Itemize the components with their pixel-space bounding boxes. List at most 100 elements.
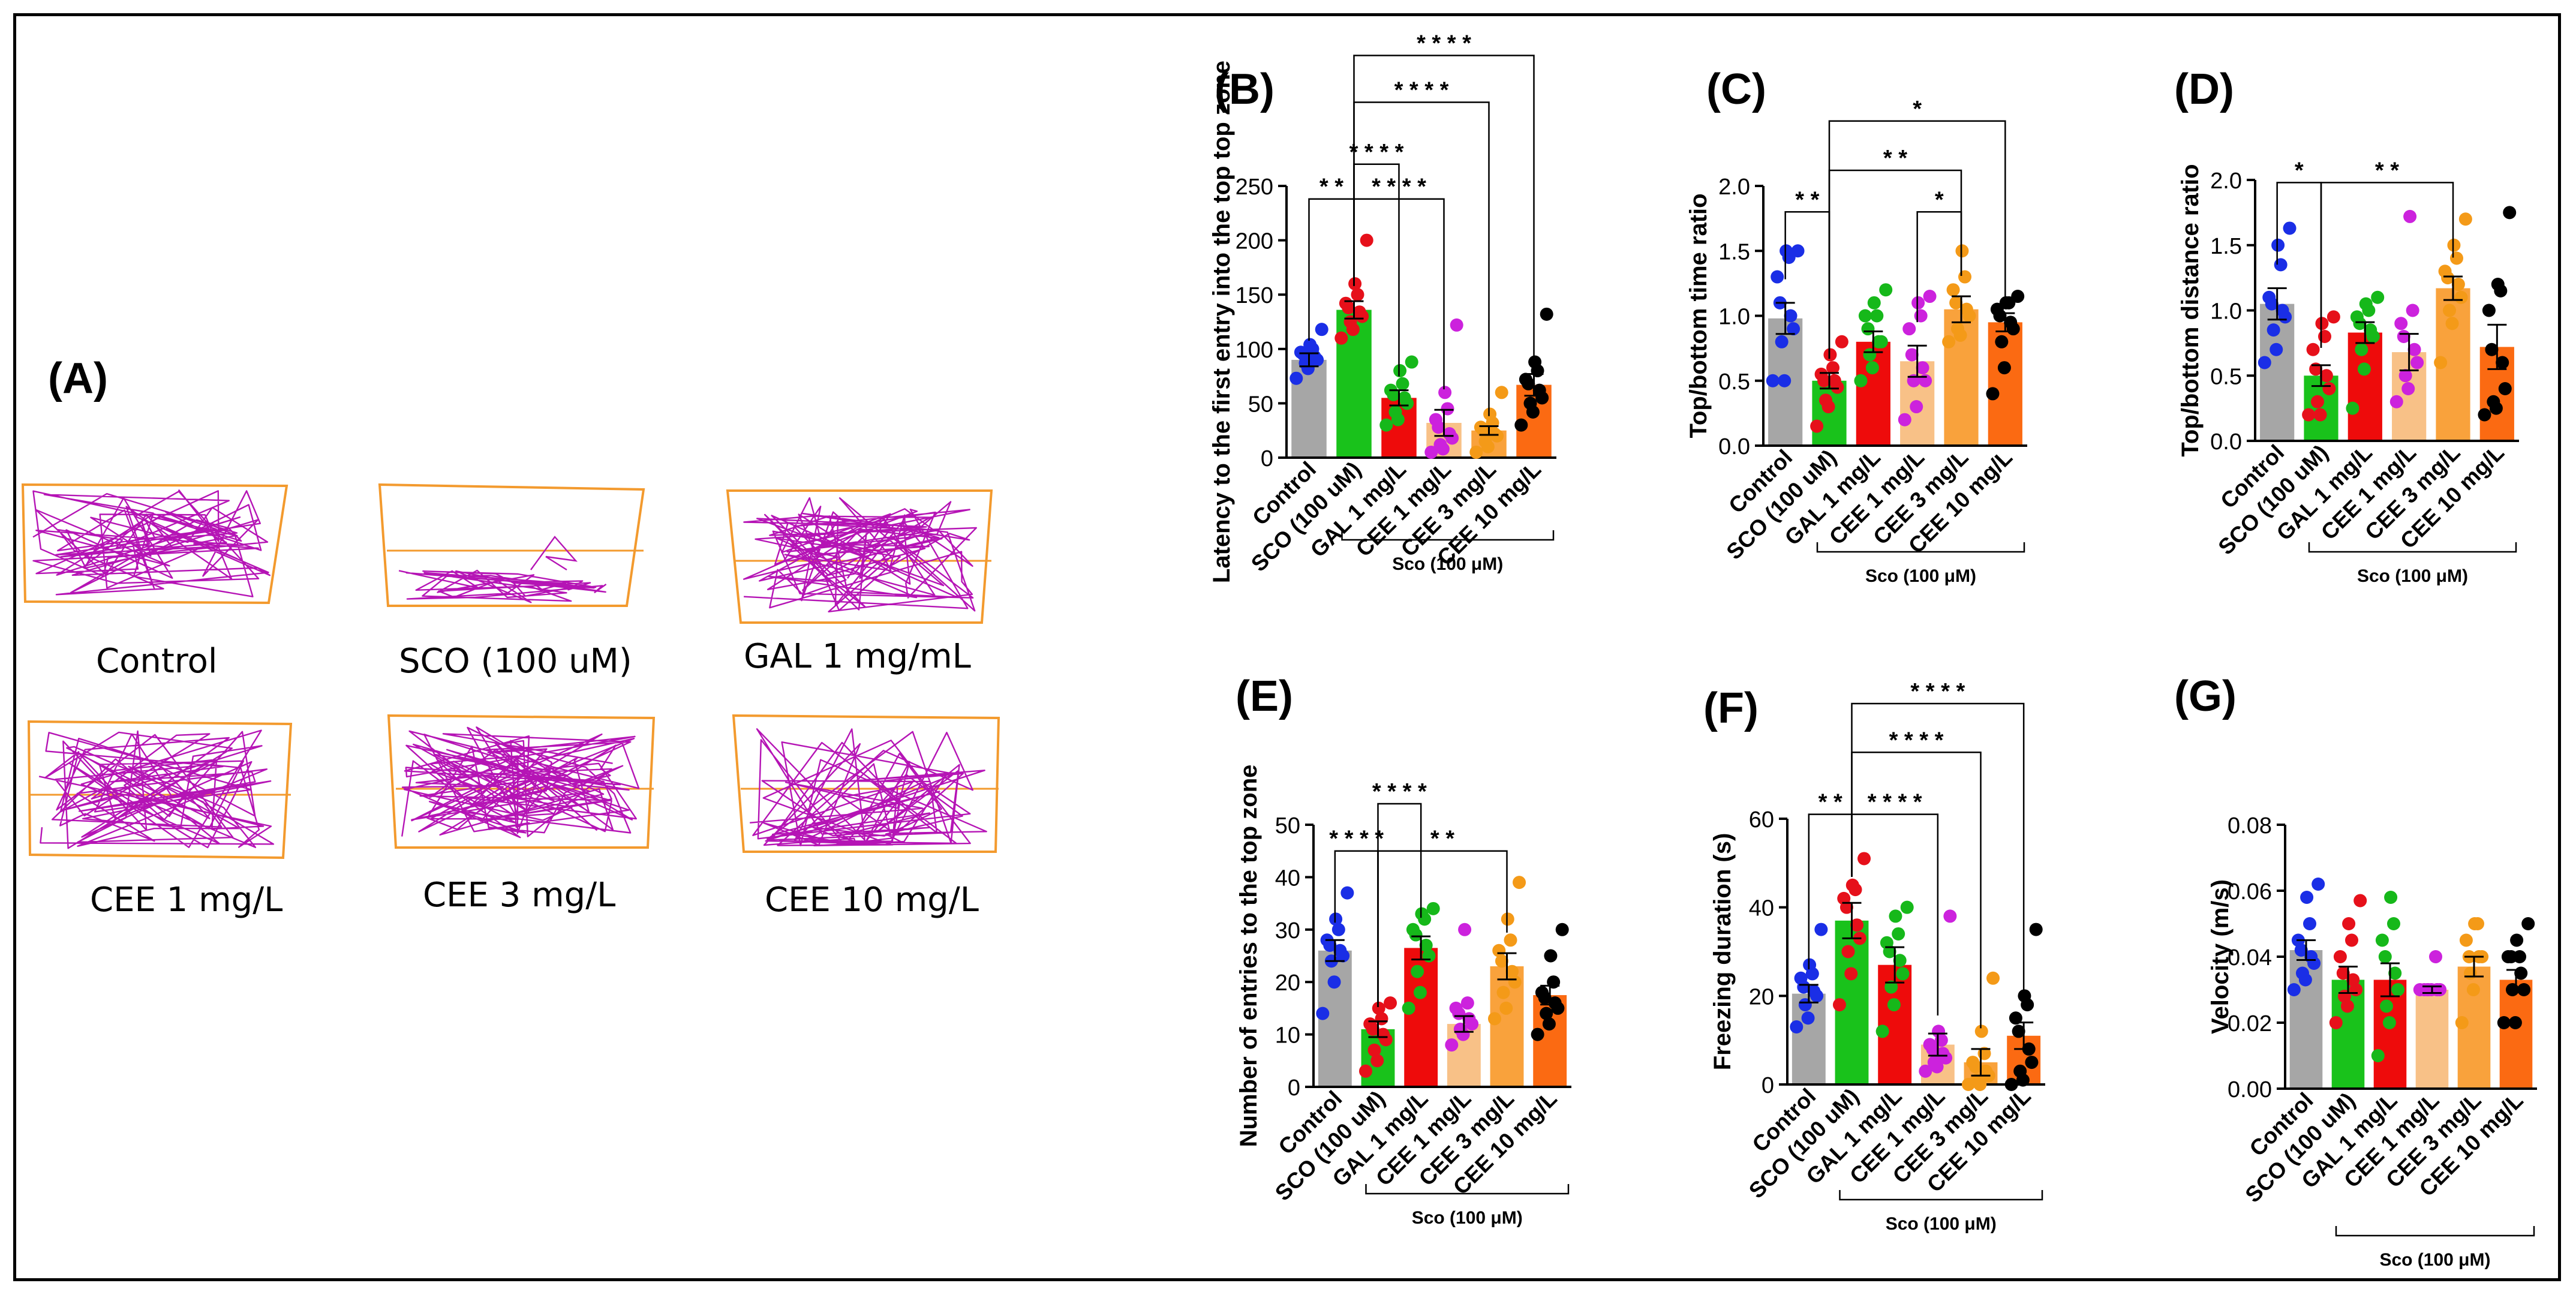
panel-f-label: (F) — [1703, 684, 1759, 732]
data-point — [1315, 323, 1328, 336]
y-tick-label: 0.0 — [1718, 434, 1750, 459]
data-point — [2398, 369, 2412, 383]
significance-label: * * * * — [1349, 140, 1404, 165]
data-point — [1542, 1017, 1556, 1031]
data-point — [1841, 945, 1855, 959]
data-point — [1827, 374, 1841, 387]
data-point — [2312, 878, 2325, 891]
data-point — [2350, 310, 2364, 324]
data-point — [2271, 238, 2285, 252]
data-point — [2388, 966, 2402, 980]
data-point — [2510, 933, 2524, 947]
data-point — [2447, 238, 2461, 252]
data-point — [2258, 356, 2271, 369]
data-point — [2315, 317, 2329, 330]
data-point — [1379, 418, 1393, 432]
data-point — [2355, 342, 2368, 356]
y-tick-label: 1.0 — [1718, 305, 1750, 330]
data-point — [1433, 438, 1447, 452]
data-point — [1548, 996, 1562, 1010]
data-point — [2466, 983, 2480, 996]
track-label-cee1: CEE 1 mg/L — [90, 881, 283, 920]
data-point — [1460, 996, 1474, 1010]
data-point — [1780, 244, 1793, 258]
data-point — [2443, 304, 2456, 317]
data-point — [2311, 395, 2324, 408]
data-point — [1902, 322, 1916, 336]
group-bracket — [2335, 1226, 2535, 1237]
group-label: Sco (100 μM) — [2379, 1250, 2490, 1270]
data-point — [1889, 909, 1902, 923]
data-point — [1870, 309, 1884, 323]
swim-path — [38, 729, 275, 849]
data-point — [2455, 1016, 2469, 1029]
swim-path — [750, 728, 987, 846]
group-label: Sco (100 μM) — [2357, 566, 2468, 586]
data-point — [1832, 998, 1846, 1012]
y-tick-label: 1.5 — [1718, 239, 1750, 265]
data-point — [1850, 918, 1864, 932]
bar-control — [2260, 304, 2295, 441]
data-point — [1514, 418, 1528, 432]
data-point — [1495, 386, 1508, 399]
data-point — [2521, 917, 2535, 930]
data-point — [2326, 310, 2340, 324]
data-point — [2333, 950, 2347, 963]
data-point — [2322, 382, 2336, 395]
data-point — [1360, 233, 1373, 247]
data-point — [1932, 1024, 1946, 1038]
data-point — [2498, 382, 2512, 395]
data-point — [1478, 434, 1492, 448]
data-point — [1348, 277, 1362, 291]
data-point — [1810, 419, 1824, 433]
data-point — [2508, 1016, 2522, 1029]
group-label: Sco (100 μM) — [1412, 1208, 1523, 1228]
data-point — [2353, 894, 2367, 908]
data-point — [1946, 283, 1960, 297]
y-tick-label: 250 — [1236, 175, 1273, 200]
data-point — [2394, 317, 2408, 330]
y-tick-label: 50 — [1248, 392, 1273, 417]
data-point — [1784, 309, 1798, 323]
data-point — [2485, 342, 2499, 356]
data-point — [2503, 206, 2517, 220]
significance-bracket — [1851, 702, 2025, 1002]
data-point — [1449, 1001, 1463, 1015]
data-point — [1872, 335, 1886, 348]
significance-label: * * * * — [1372, 175, 1426, 200]
data-point — [1943, 909, 1957, 923]
data-point — [1532, 383, 1546, 397]
data-point — [1544, 949, 1558, 963]
y-tick-label: 0.5 — [2210, 364, 2242, 389]
data-point — [2346, 401, 2359, 415]
data-point — [1854, 374, 1868, 387]
significance-label: * — [1913, 97, 1922, 122]
significance-label: * — [2295, 158, 2304, 183]
data-point — [1826, 361, 1839, 375]
data-point — [1893, 954, 1907, 968]
data-point — [1438, 386, 1452, 399]
data-point — [2329, 1016, 2343, 1029]
data-point — [1540, 1006, 1553, 1020]
significance-label: * * * * — [1889, 728, 1944, 753]
track-cee1 — [27, 720, 293, 860]
data-point — [1453, 1022, 1467, 1036]
significance-label: * * — [1818, 790, 1842, 815]
data-point — [1892, 927, 1905, 941]
chart-e: 0 10 20 30 40 50 Number of entries to the top … — [1236, 765, 1571, 1228]
data-point — [2417, 983, 2431, 996]
data-point — [2497, 1016, 2511, 1029]
data-point — [1905, 348, 1919, 362]
data-point — [1884, 980, 1898, 994]
bar-cee-1-mg-l — [2415, 990, 2449, 1089]
data-point — [1528, 355, 1542, 369]
swim-path — [530, 536, 578, 571]
data-point — [2487, 395, 2500, 408]
data-point — [1923, 1038, 1937, 1051]
y-tick-label: 30 — [1275, 918, 1300, 944]
data-point — [2313, 408, 2327, 422]
data-point — [1339, 296, 1352, 310]
data-point — [1887, 998, 1901, 1012]
data-point — [2364, 323, 2377, 337]
